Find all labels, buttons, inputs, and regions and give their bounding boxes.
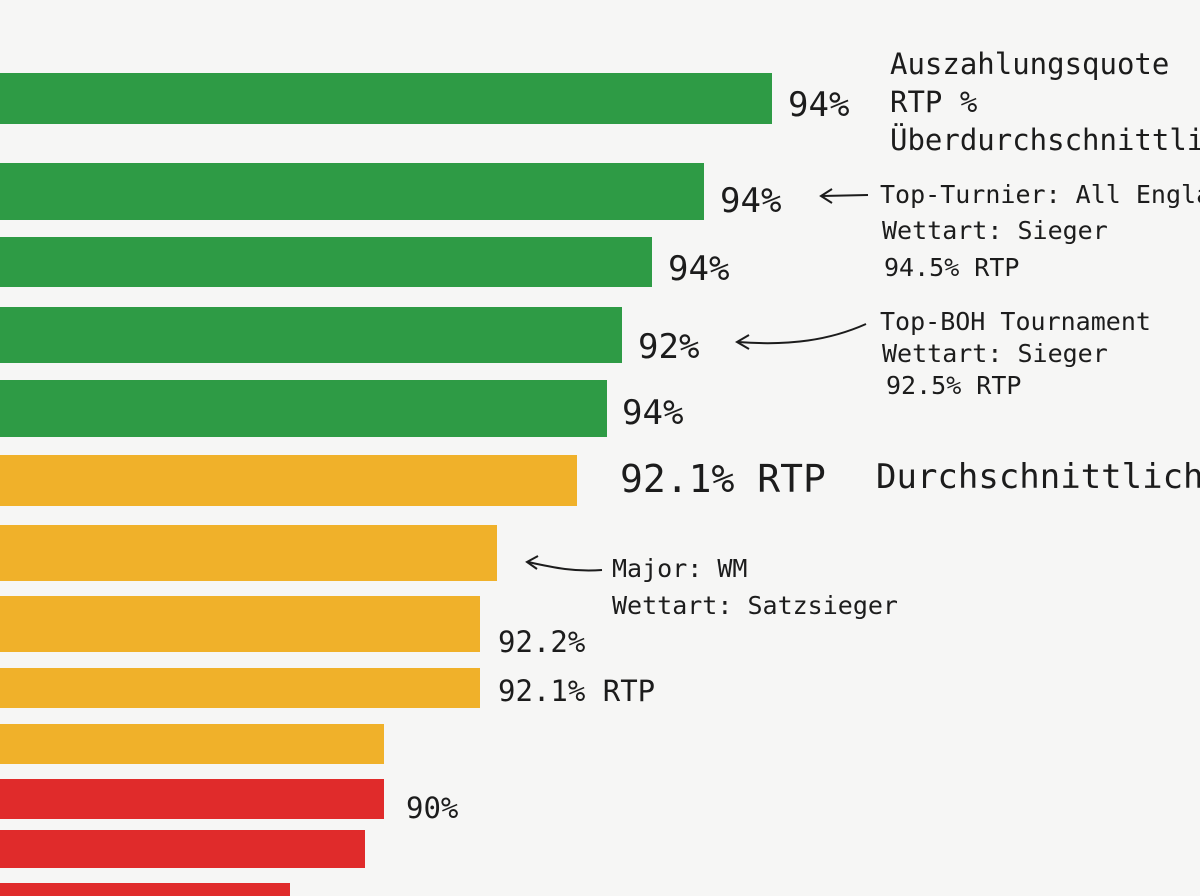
annotation-line: Top-BOH Tournament xyxy=(880,307,1151,336)
bar-8 xyxy=(0,596,480,652)
arrow-icon xyxy=(527,561,603,572)
annotation-all-england: Top-Turnier: All England Wettart: Sieger… xyxy=(819,180,1200,282)
annotation-line: Wettart: Satzsieger xyxy=(612,591,898,620)
bar-6 xyxy=(0,455,577,506)
category-label-above-average: Überdurchschnittlich xyxy=(890,123,1200,157)
annotation-wm: Major: WM Wettart: Satzsieger xyxy=(525,554,898,620)
value-label-5: 94% xyxy=(622,393,683,433)
value-label-4: 92% xyxy=(638,327,699,367)
bar-5 xyxy=(0,380,607,437)
annotation-line: Major: WM xyxy=(612,554,747,583)
value-label-1: 94% xyxy=(788,85,849,125)
value-label-8: 92.2% xyxy=(498,625,585,659)
value-label-9: 92.1% RTP xyxy=(498,674,655,708)
bars-layer xyxy=(0,73,772,896)
chart-title: Auszahlungsquote xyxy=(890,47,1169,81)
chart-subtitle: RTP % xyxy=(890,85,977,119)
arrow-icon xyxy=(737,323,867,345)
annotation-line: Top-Turnier: All England xyxy=(880,180,1200,209)
value-label-11: 90% xyxy=(406,791,458,825)
bar-11 xyxy=(0,779,384,819)
value-label-6: 92.1% RTP xyxy=(620,457,826,501)
annotation-line: Wettart: Sieger xyxy=(882,216,1108,245)
arrowhead-icon xyxy=(525,555,539,570)
bar-13 xyxy=(0,883,290,896)
bar-9 xyxy=(0,668,480,708)
bar-3 xyxy=(0,237,652,287)
bar-12 xyxy=(0,830,365,868)
bar-4 xyxy=(0,307,622,363)
annotation-line: 94.5% RTP xyxy=(884,253,1019,282)
value-label-2: 94% xyxy=(720,181,781,221)
arrow-icon xyxy=(821,194,869,197)
bar-1 xyxy=(0,73,772,124)
arrowhead-icon xyxy=(819,188,833,204)
category-label-average: Durchschnittlich xyxy=(876,457,1200,497)
annotation-line: 92.5% RTP xyxy=(886,371,1021,400)
value-label-3: 94% xyxy=(668,249,729,289)
arrowhead-icon xyxy=(735,334,750,350)
annotation-line: Wettart: Sieger xyxy=(882,339,1108,368)
bar-2 xyxy=(0,163,704,220)
bar-10 xyxy=(0,724,384,764)
annotation-boh-tournament: Top-BOH Tournament Wettart: Sieger 92.5%… xyxy=(735,307,1151,400)
value-labels-layer: 94% 94% 94% 92% 94% 92.1% RTP 92.2% 92.1% RTP 90… xyxy=(406,85,849,825)
bar-7 xyxy=(0,525,497,581)
